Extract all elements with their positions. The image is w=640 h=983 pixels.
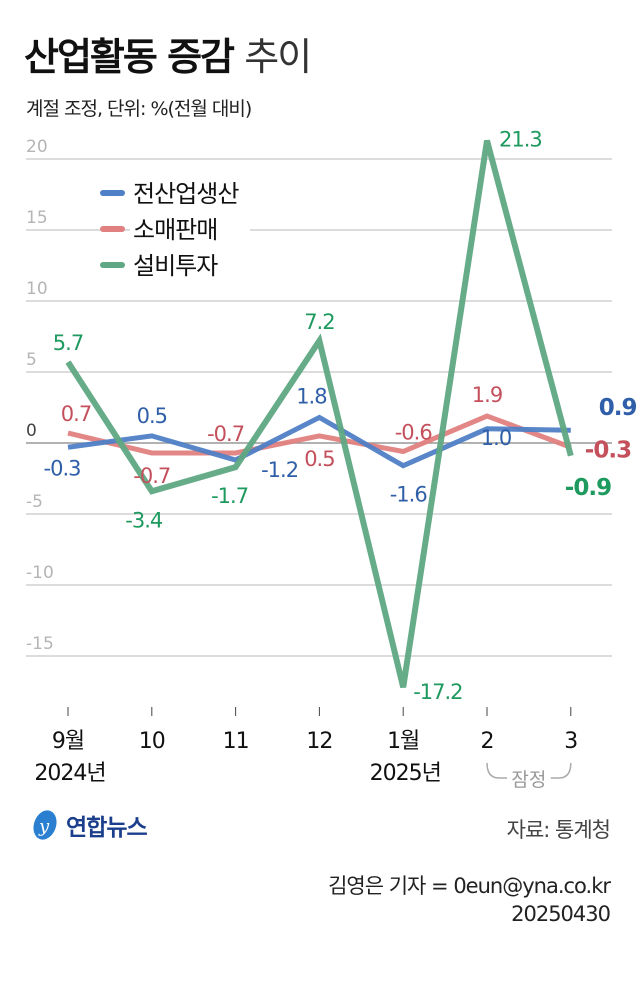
data-label: -1.2 — [261, 458, 298, 482]
series-line-소매판매 — [67, 413, 572, 456]
y-tick-label: -10 — [26, 563, 54, 583]
credit: 김영은 기자 = 0eun@yna.co.kr 20250430 — [328, 872, 611, 928]
y-tick-label: 15 — [26, 208, 48, 228]
provisional-label: 잠정 — [511, 769, 546, 791]
chart-title: 산업활동 증감 추이 — [24, 26, 312, 81]
series-line-전산업생산 — [67, 414, 571, 469]
data-label: 0.9 — [599, 395, 637, 421]
chart-subtitle: 계절 조정, 단위: %(전월 대비) — [26, 98, 252, 120]
data-label: -0.7 — [207, 422, 244, 446]
x-tick-label: 1월 — [387, 729, 419, 754]
data-label: -0.7 — [133, 464, 170, 488]
x-tick-label: 9월 — [52, 729, 84, 754]
x-tick-label: 3 — [564, 729, 577, 754]
data-label: -0.3 — [44, 456, 81, 480]
data-label: 0.7 — [61, 402, 91, 426]
data-label: -0.9 — [565, 475, 611, 501]
data-label: 7.2 — [304, 310, 334, 334]
legend-bg — [130, 176, 250, 208]
data-label: 1.9 — [472, 383, 502, 407]
data-label: -1.6 — [390, 483, 428, 507]
x-tick-label: 10 — [139, 729, 165, 754]
credit-reporter: 김영은 기자 = 0eun@yna.co.kr — [328, 874, 611, 898]
data-label: -0.3 — [585, 437, 631, 463]
y-tick-label: 10 — [26, 279, 48, 299]
series-line-설비투자 — [65, 139, 574, 688]
data-label: 5.7 — [53, 331, 83, 355]
data-label: -17.2 — [413, 680, 462, 704]
x-tick-label: 2 — [481, 729, 494, 754]
title-light: 추이 — [244, 35, 312, 79]
legend-label: 전산업생산 — [133, 180, 239, 208]
year-label: 2024년 — [34, 761, 105, 786]
data-label: -0.6 — [395, 421, 433, 445]
data-label: 1.8 — [296, 384, 326, 408]
x-tick-label: 11 — [223, 729, 249, 754]
logo-text: 연합뉴스 — [66, 815, 148, 841]
x-tick-label: 12 — [306, 729, 332, 754]
yonhap-logo-icon: y — [33, 810, 57, 840]
data-label: 0.5 — [137, 404, 167, 428]
data-label: 21.3 — [499, 128, 542, 152]
data-label: -1.7 — [211, 484, 248, 508]
legend-label: 소매판매 — [133, 216, 217, 244]
provisional-bracket — [486, 762, 572, 779]
y-tick-label: 20 — [26, 137, 48, 157]
legend-bg — [130, 248, 250, 280]
credit-date: 20250430 — [511, 902, 611, 926]
title-bold: 산업활동 증감 — [24, 35, 235, 79]
y-tick-label: 5 — [26, 350, 37, 370]
data-label: -3.4 — [125, 508, 163, 532]
y-tick-label: 0 — [26, 421, 37, 441]
legend-label: 설비투자 — [133, 252, 218, 280]
data-label: 1.0 — [481, 426, 511, 450]
year-label: 2025년 — [370, 761, 441, 786]
yonhap-logo: y 연합뉴스 — [28, 808, 148, 842]
legend-bg — [130, 212, 250, 244]
y-tick-label: -5 — [26, 492, 43, 512]
data-label: 0.5 — [304, 447, 334, 471]
svg-text:y: y — [38, 816, 50, 837]
source: 자료: 통계청 — [506, 818, 611, 842]
y-tick-label: -15 — [26, 634, 54, 654]
